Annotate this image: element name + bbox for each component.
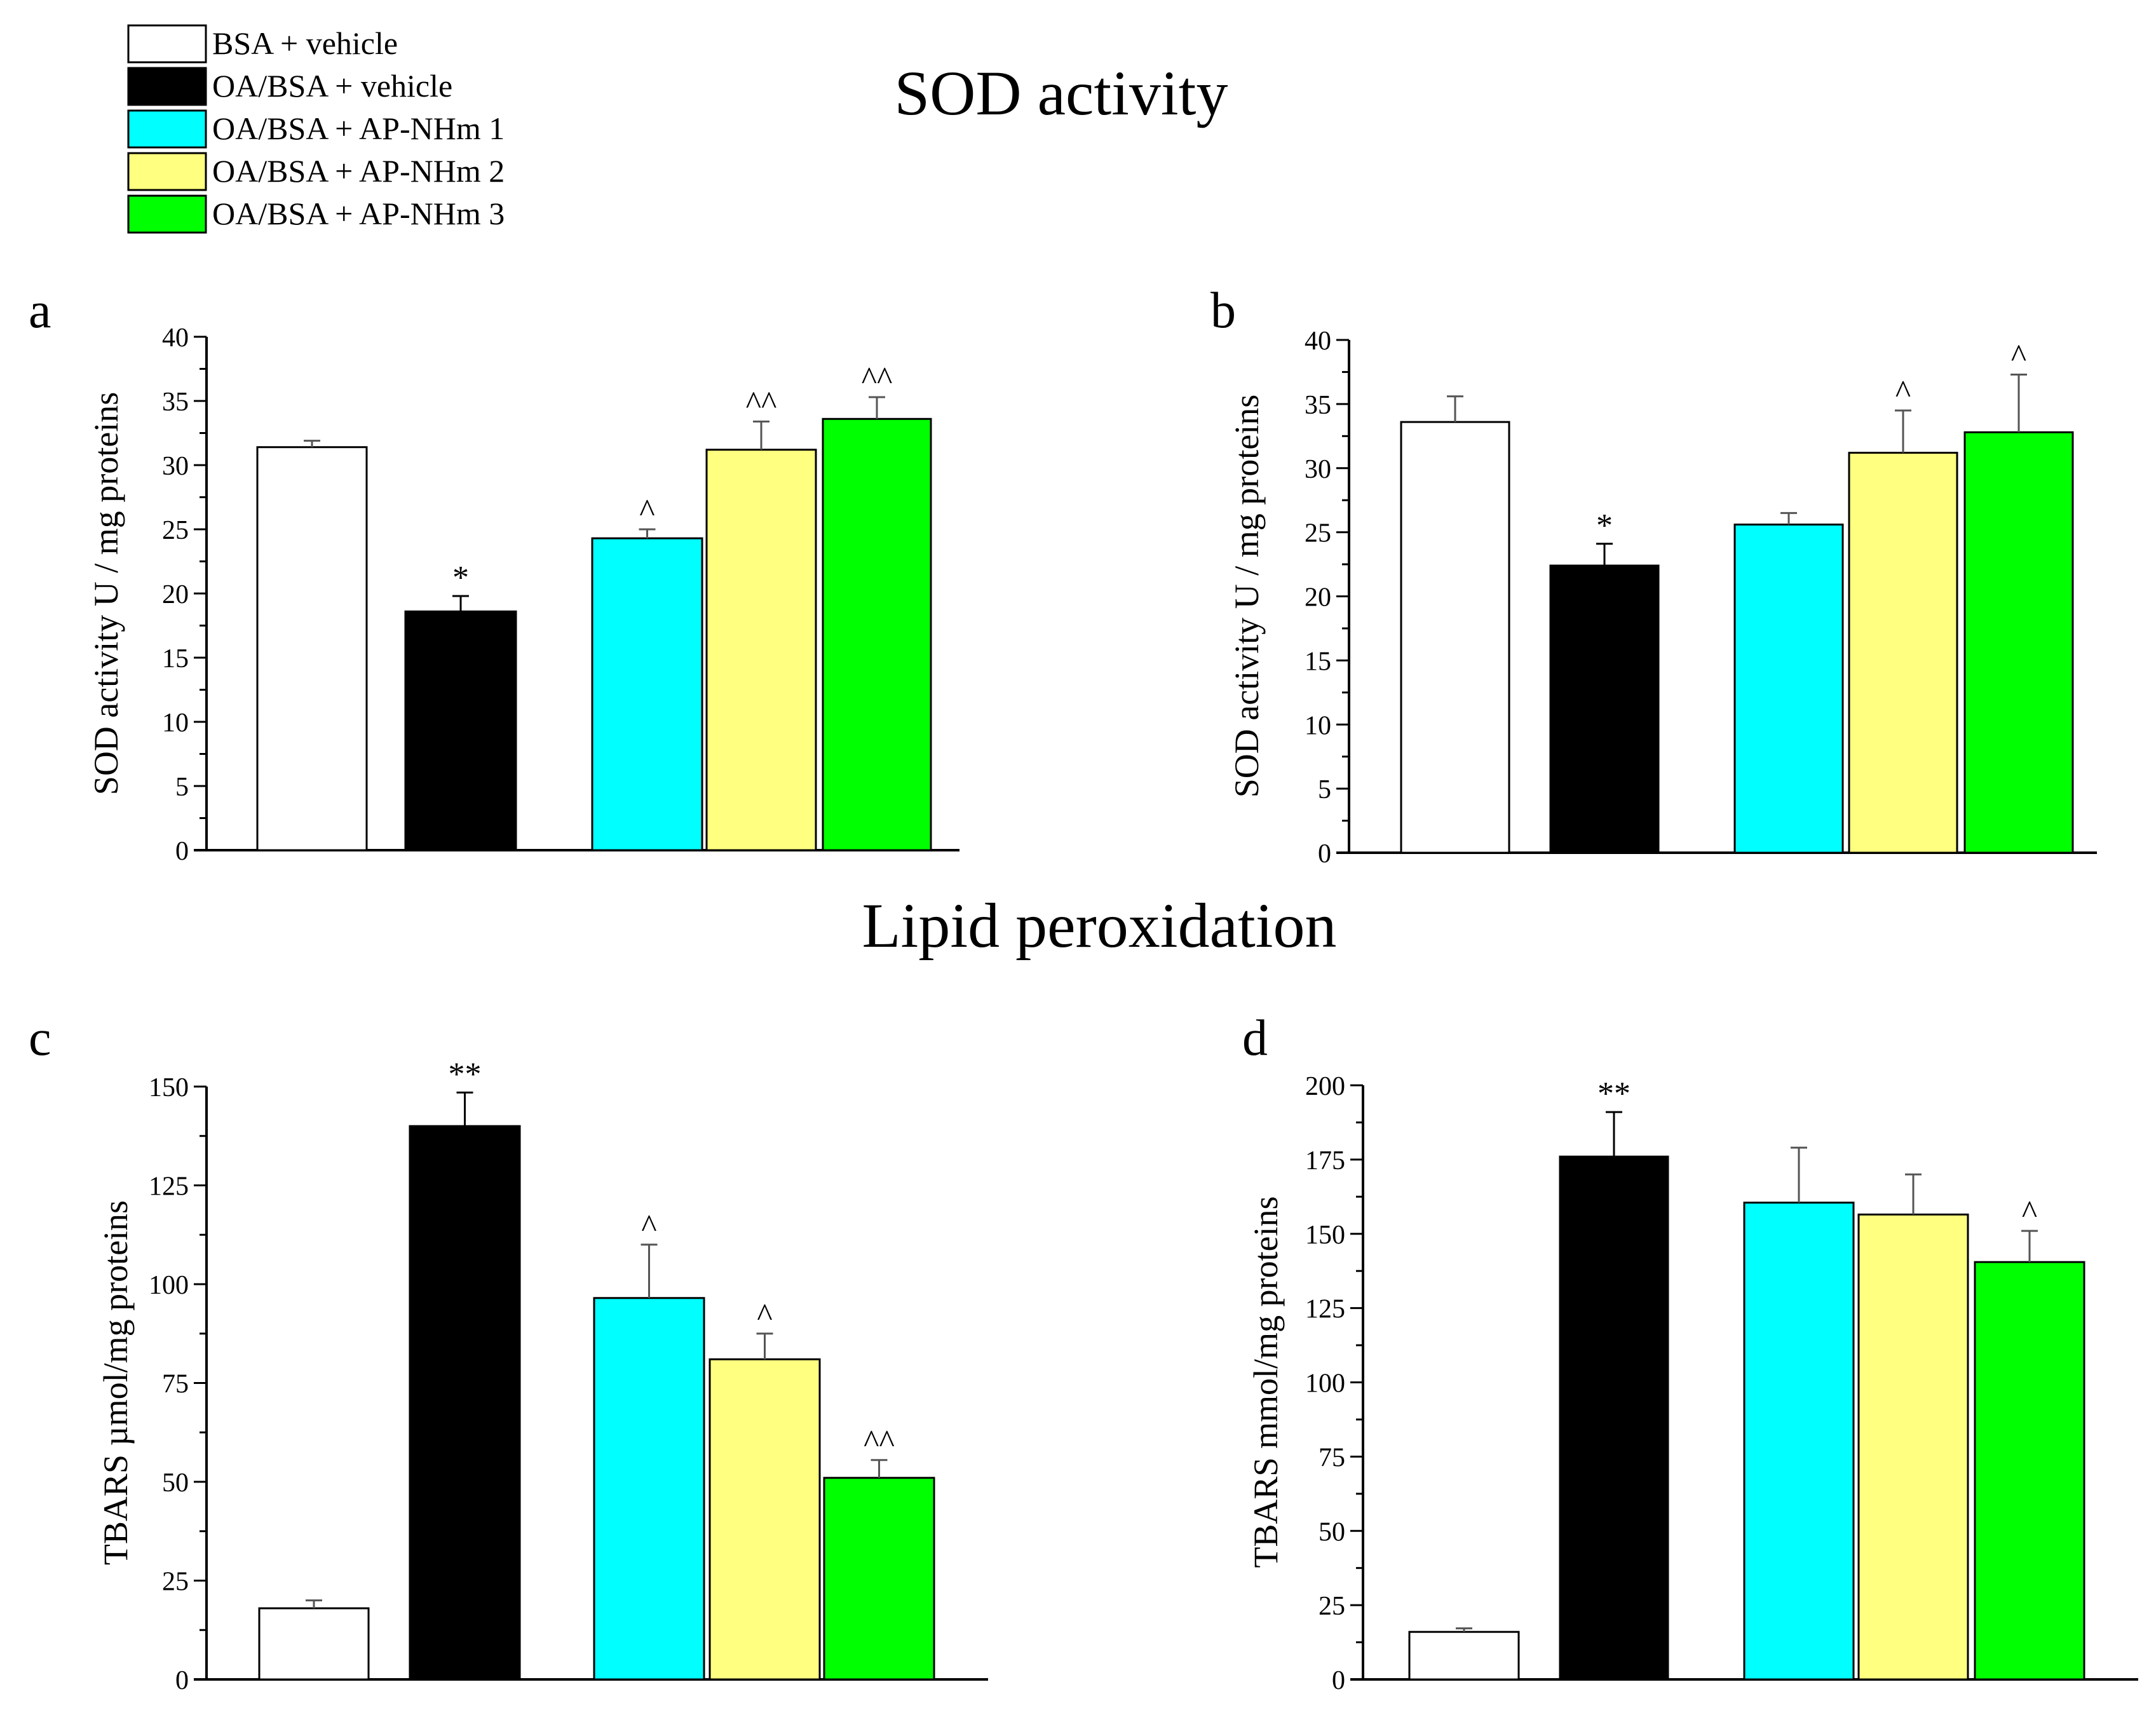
bar: [409, 1125, 521, 1681]
y-tick-label: 5: [175, 773, 189, 802]
significance-mark: ^^: [864, 1424, 895, 1460]
bar: [1549, 564, 1660, 854]
significance-mark: ^: [2022, 1195, 2037, 1231]
significance-mark: ^: [2011, 338, 2026, 374]
y-tick-label: 15: [1305, 647, 1331, 676]
y-tick-label: 25: [1305, 519, 1331, 548]
chart-panel-d: d 0 25 50 75 100 125 150 175 200 TBARS mmol/mg pro…: [1242, 1010, 2138, 1695]
y-tick-label: 0: [1332, 1666, 1345, 1695]
y-tick-label: 100: [1305, 1369, 1345, 1399]
y-axis-label: SOD activity U / mg proteins: [1228, 395, 1266, 797]
legend-label: OA/BSA + AP-NHm 2: [212, 153, 505, 189]
bar: [705, 449, 817, 851]
y-tick-label: 0: [175, 1666, 189, 1695]
y-tick-label: 100: [149, 1271, 189, 1300]
y-tick-label: 0: [175, 837, 189, 866]
y-tick-label: 30: [162, 452, 189, 481]
bar: [708, 1358, 821, 1681]
y-axis-label: TBARS mmol/mg proteins: [1247, 1196, 1285, 1568]
y-tick-label: 10: [162, 708, 189, 738]
y-tick-label: 125: [149, 1172, 189, 1202]
panel-letter: d: [1242, 1010, 1268, 1066]
bar: [1733, 524, 1844, 854]
y-tick-label: 35: [1305, 391, 1331, 420]
y-axis-label: SOD activity U / mg proteins: [87, 392, 125, 795]
significance-mark: ^^: [862, 361, 893, 397]
legend-swatch: [127, 194, 207, 234]
chart-panel-a: a 0 5 10 15 20 25 30 35 40 SOD activity U / mg pro…: [29, 283, 959, 866]
legend-swatch: [127, 67, 207, 106]
significance-mark: *: [452, 560, 469, 596]
y-tick-label: 25: [162, 516, 189, 545]
bar: [591, 537, 703, 851]
y-tick-label: 150: [1305, 1221, 1345, 1250]
bar: [1559, 1155, 1669, 1681]
y-tick-label: 75: [162, 1370, 189, 1399]
y-tick-label: 50: [1319, 1517, 1345, 1547]
y-tick-label: 40: [162, 323, 189, 353]
panel-letter: b: [1210, 283, 1236, 339]
bar: [1743, 1202, 1855, 1681]
y-tick-label: 5: [1318, 775, 1331, 804]
y-axis-label: TBARS µmol/mg proteins: [97, 1200, 135, 1565]
bar: [1974, 1261, 2085, 1681]
y-tick-label: 125: [1305, 1295, 1345, 1324]
bar: [404, 610, 517, 851]
legend-swatch: [127, 24, 207, 64]
bar: [593, 1297, 705, 1681]
legend: BSA + vehicle OA/BSA + vehicle OA/BSA + AP…: [127, 24, 505, 234]
bar: [1408, 1630, 1520, 1681]
panel-letter: a: [29, 283, 51, 339]
bar: [1857, 1213, 1969, 1681]
bar: [823, 1477, 935, 1681]
y-tick-label: 200: [1305, 1072, 1345, 1101]
panel-letter: c: [29, 1010, 51, 1066]
bar: [1963, 431, 2074, 854]
lipid-section-title: Lipid peroxidation: [862, 890, 1336, 961]
legend-label: OA/BSA + vehicle: [212, 68, 452, 104]
significance-mark: ^^: [746, 385, 777, 421]
bar: [1400, 421, 1510, 854]
y-tick-label: 35: [162, 388, 189, 417]
y-tick-label: 75: [1319, 1443, 1345, 1472]
significance-mark: ^: [1895, 374, 1911, 410]
y-tick-label: 15: [162, 644, 189, 674]
y-tick-label: 25: [1319, 1592, 1345, 1621]
bar: [256, 446, 368, 851]
significance-mark: **: [1597, 1076, 1631, 1112]
y-tick-label: 175: [1305, 1146, 1345, 1176]
y-tick-label: 20: [162, 580, 189, 609]
legend-swatch: [127, 109, 207, 149]
y-tick-label: 20: [1305, 583, 1331, 613]
legend-label: BSA + vehicle: [212, 25, 398, 61]
y-tick-label: 25: [162, 1568, 189, 1597]
legend-label: OA/BSA + AP-NHm 1: [212, 111, 505, 146]
significance-mark: ^: [757, 1298, 772, 1334]
y-tick-label: 40: [1305, 327, 1331, 356]
bar: [822, 417, 932, 851]
significance-mark: **: [449, 1056, 482, 1092]
y-tick-label: 10: [1305, 711, 1331, 740]
bar: [1848, 452, 1958, 854]
significance-mark: ^: [641, 1209, 656, 1245]
bar: [258, 1607, 370, 1681]
y-tick-label: 30: [1305, 455, 1331, 484]
y-tick-label: 150: [149, 1073, 189, 1102]
sod-section-title: SOD activity: [895, 58, 1228, 128]
chart-panel-c: c 0 25 50 75 100 125 150 TBARS µmol/mg proteins *…: [29, 1010, 988, 1695]
chart-panel-b: b 0 5 10 15 20 25 30 35 40 SOD activity U / mg pro…: [1210, 283, 2097, 869]
significance-mark: *: [1596, 508, 1613, 544]
y-tick-label: 50: [162, 1468, 189, 1498]
legend-label: OA/BSA + AP-NHm 3: [212, 196, 505, 231]
significance-mark: ^: [639, 493, 654, 529]
y-tick-label: 0: [1318, 839, 1331, 869]
legend-swatch: [127, 152, 207, 191]
